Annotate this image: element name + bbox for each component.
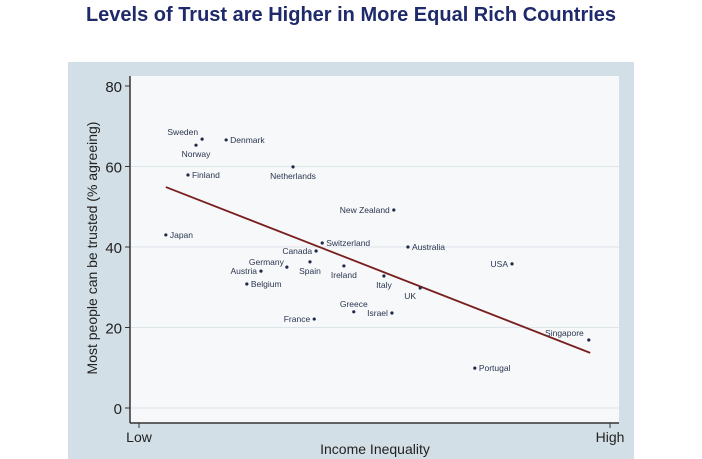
- chart-title: Levels of Trust are Higher in More Equal…: [85, 4, 617, 26]
- point-label: USA: [491, 259, 509, 269]
- fit-line: [165, 186, 591, 354]
- point-label: Belgium: [251, 279, 282, 289]
- data-point: [390, 311, 394, 315]
- y-tick-label: 0: [114, 401, 122, 418]
- data-point: [320, 241, 324, 245]
- point-label: France: [284, 314, 311, 324]
- point-label: Austria: [231, 266, 258, 276]
- data-point: [406, 245, 410, 249]
- point-label: Japan: [170, 230, 193, 240]
- point-label: UK: [404, 291, 416, 301]
- point-label: Italy: [376, 280, 392, 290]
- data-point: [164, 233, 168, 237]
- y-axis-label: Most people can be trusted (% agreeing): [84, 122, 100, 375]
- data-point: [314, 249, 318, 253]
- point-label: Canada: [282, 246, 312, 256]
- point-label: Singapore: [545, 328, 584, 338]
- point-label: Denmark: [230, 135, 265, 145]
- point-label: Spain: [299, 266, 321, 276]
- data-point: [194, 143, 198, 147]
- data-point: [291, 165, 295, 169]
- y-tick-label: 80: [105, 79, 122, 96]
- data-point: [308, 260, 312, 264]
- data-point: [392, 208, 396, 212]
- data-point: [200, 137, 204, 141]
- data-point: [473, 366, 477, 370]
- point-label: Ireland: [331, 270, 357, 280]
- point-label: Norway: [182, 149, 212, 159]
- point-label: Israel: [367, 308, 388, 318]
- point-label: Greece: [340, 299, 368, 309]
- data-point: [285, 265, 289, 269]
- y-tick-label: 60: [105, 160, 122, 177]
- data-point: [259, 269, 263, 273]
- point-label: Germany: [249, 257, 285, 267]
- point-label: Sweden: [167, 127, 198, 137]
- data-point: [224, 138, 228, 142]
- point-label: Netherlands: [270, 171, 316, 181]
- point-label: Portugal: [479, 363, 511, 373]
- data-point: [510, 262, 514, 266]
- data-point: [245, 282, 249, 286]
- data-point: [186, 173, 190, 177]
- point-label: Australia: [412, 242, 445, 252]
- plot-area: [130, 76, 619, 423]
- x-tick-label: High: [596, 429, 625, 445]
- data-point: [587, 338, 591, 342]
- data-point: [342, 264, 346, 268]
- data-point: [352, 310, 356, 314]
- point-label: Switzerland: [326, 238, 370, 248]
- data-point: [382, 274, 386, 278]
- point-label: Finland: [192, 170, 220, 180]
- y-tick-label: 40: [105, 240, 122, 257]
- x-axis-label: Income Inequality: [320, 441, 430, 457]
- data-point: [418, 286, 422, 290]
- data-point: [312, 317, 316, 321]
- y-tick-label: 20: [105, 321, 122, 338]
- point-label: New Zealand: [340, 205, 390, 215]
- x-tick-label: Low: [126, 429, 153, 445]
